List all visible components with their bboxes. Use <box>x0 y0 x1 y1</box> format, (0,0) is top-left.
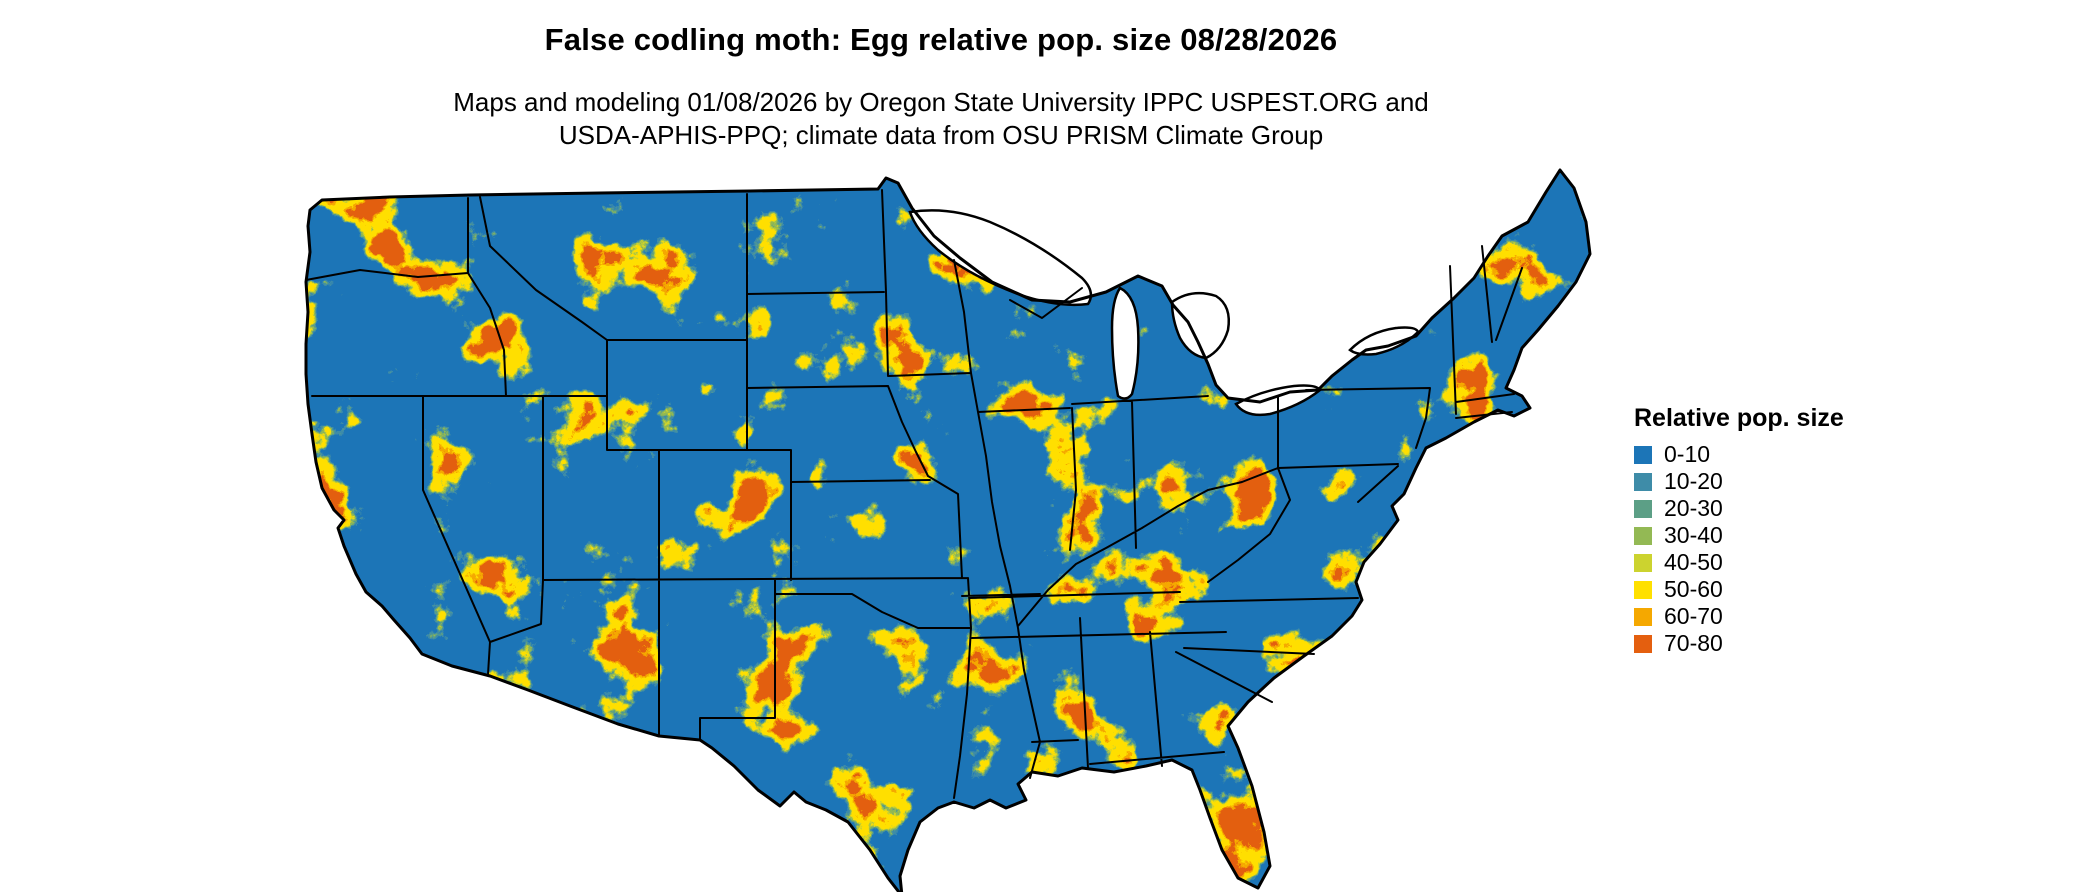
legend-swatch <box>1634 553 1652 572</box>
legend-label: 30-40 <box>1664 522 1723 548</box>
legend-label: 70-80 <box>1664 630 1723 656</box>
map-subtitle-line2: USDA-APHIS-PPQ; climate data from OSU PR… <box>558 120 1324 150</box>
lake-michigan-shape <box>1110 286 1140 400</box>
legend-swatch <box>1634 580 1652 599</box>
lake-huron-shape <box>1170 291 1230 360</box>
legend-swatch <box>1634 499 1652 518</box>
legend-item: 50-60 <box>1634 576 1934 602</box>
us-outline <box>304 168 1592 892</box>
legend-item: 40-50 <box>1634 549 1934 575</box>
legend-swatch <box>1634 526 1652 545</box>
legend-label: 10-20 <box>1664 468 1723 494</box>
legend-item: 30-40 <box>1634 522 1934 548</box>
legend-label: 20-30 <box>1664 495 1723 521</box>
us-map <box>270 150 1620 892</box>
legend: Relative pop. size 0-10 10-20 20-30 30-4… <box>1634 404 1934 661</box>
legend-label: 40-50 <box>1664 549 1723 575</box>
legend-label: 50-60 <box>1664 576 1723 602</box>
legend-swatch <box>1634 607 1652 626</box>
legend-swatch <box>1634 472 1652 491</box>
map-subtitle-line1: Maps and modeling 01/08/2026 by Oregon S… <box>453 87 1429 117</box>
lake-superior-shape <box>908 209 1093 307</box>
legend-title: Relative pop. size <box>1634 404 1844 432</box>
map-subtitle: Maps and modeling 01/08/2026 by Oregon S… <box>0 86 1882 152</box>
legend-item: 60-70 <box>1634 603 1934 629</box>
population-raster <box>306 170 1590 892</box>
legend-swatch <box>1634 445 1652 464</box>
map-title: False codling moth: Egg relative pop. si… <box>544 22 1338 57</box>
legend-item: 20-30 <box>1634 495 1934 521</box>
legend-label: 60-70 <box>1664 603 1723 629</box>
state-borders <box>305 189 1523 799</box>
legend-item: 10-20 <box>1634 468 1934 494</box>
legend-swatch <box>1634 634 1652 653</box>
us-map-svg <box>304 168 1592 892</box>
legend-item: 0-10 <box>1634 441 1934 467</box>
legend-label: 0-10 <box>1664 441 1711 467</box>
legend-item: 70-80 <box>1634 630 1934 656</box>
